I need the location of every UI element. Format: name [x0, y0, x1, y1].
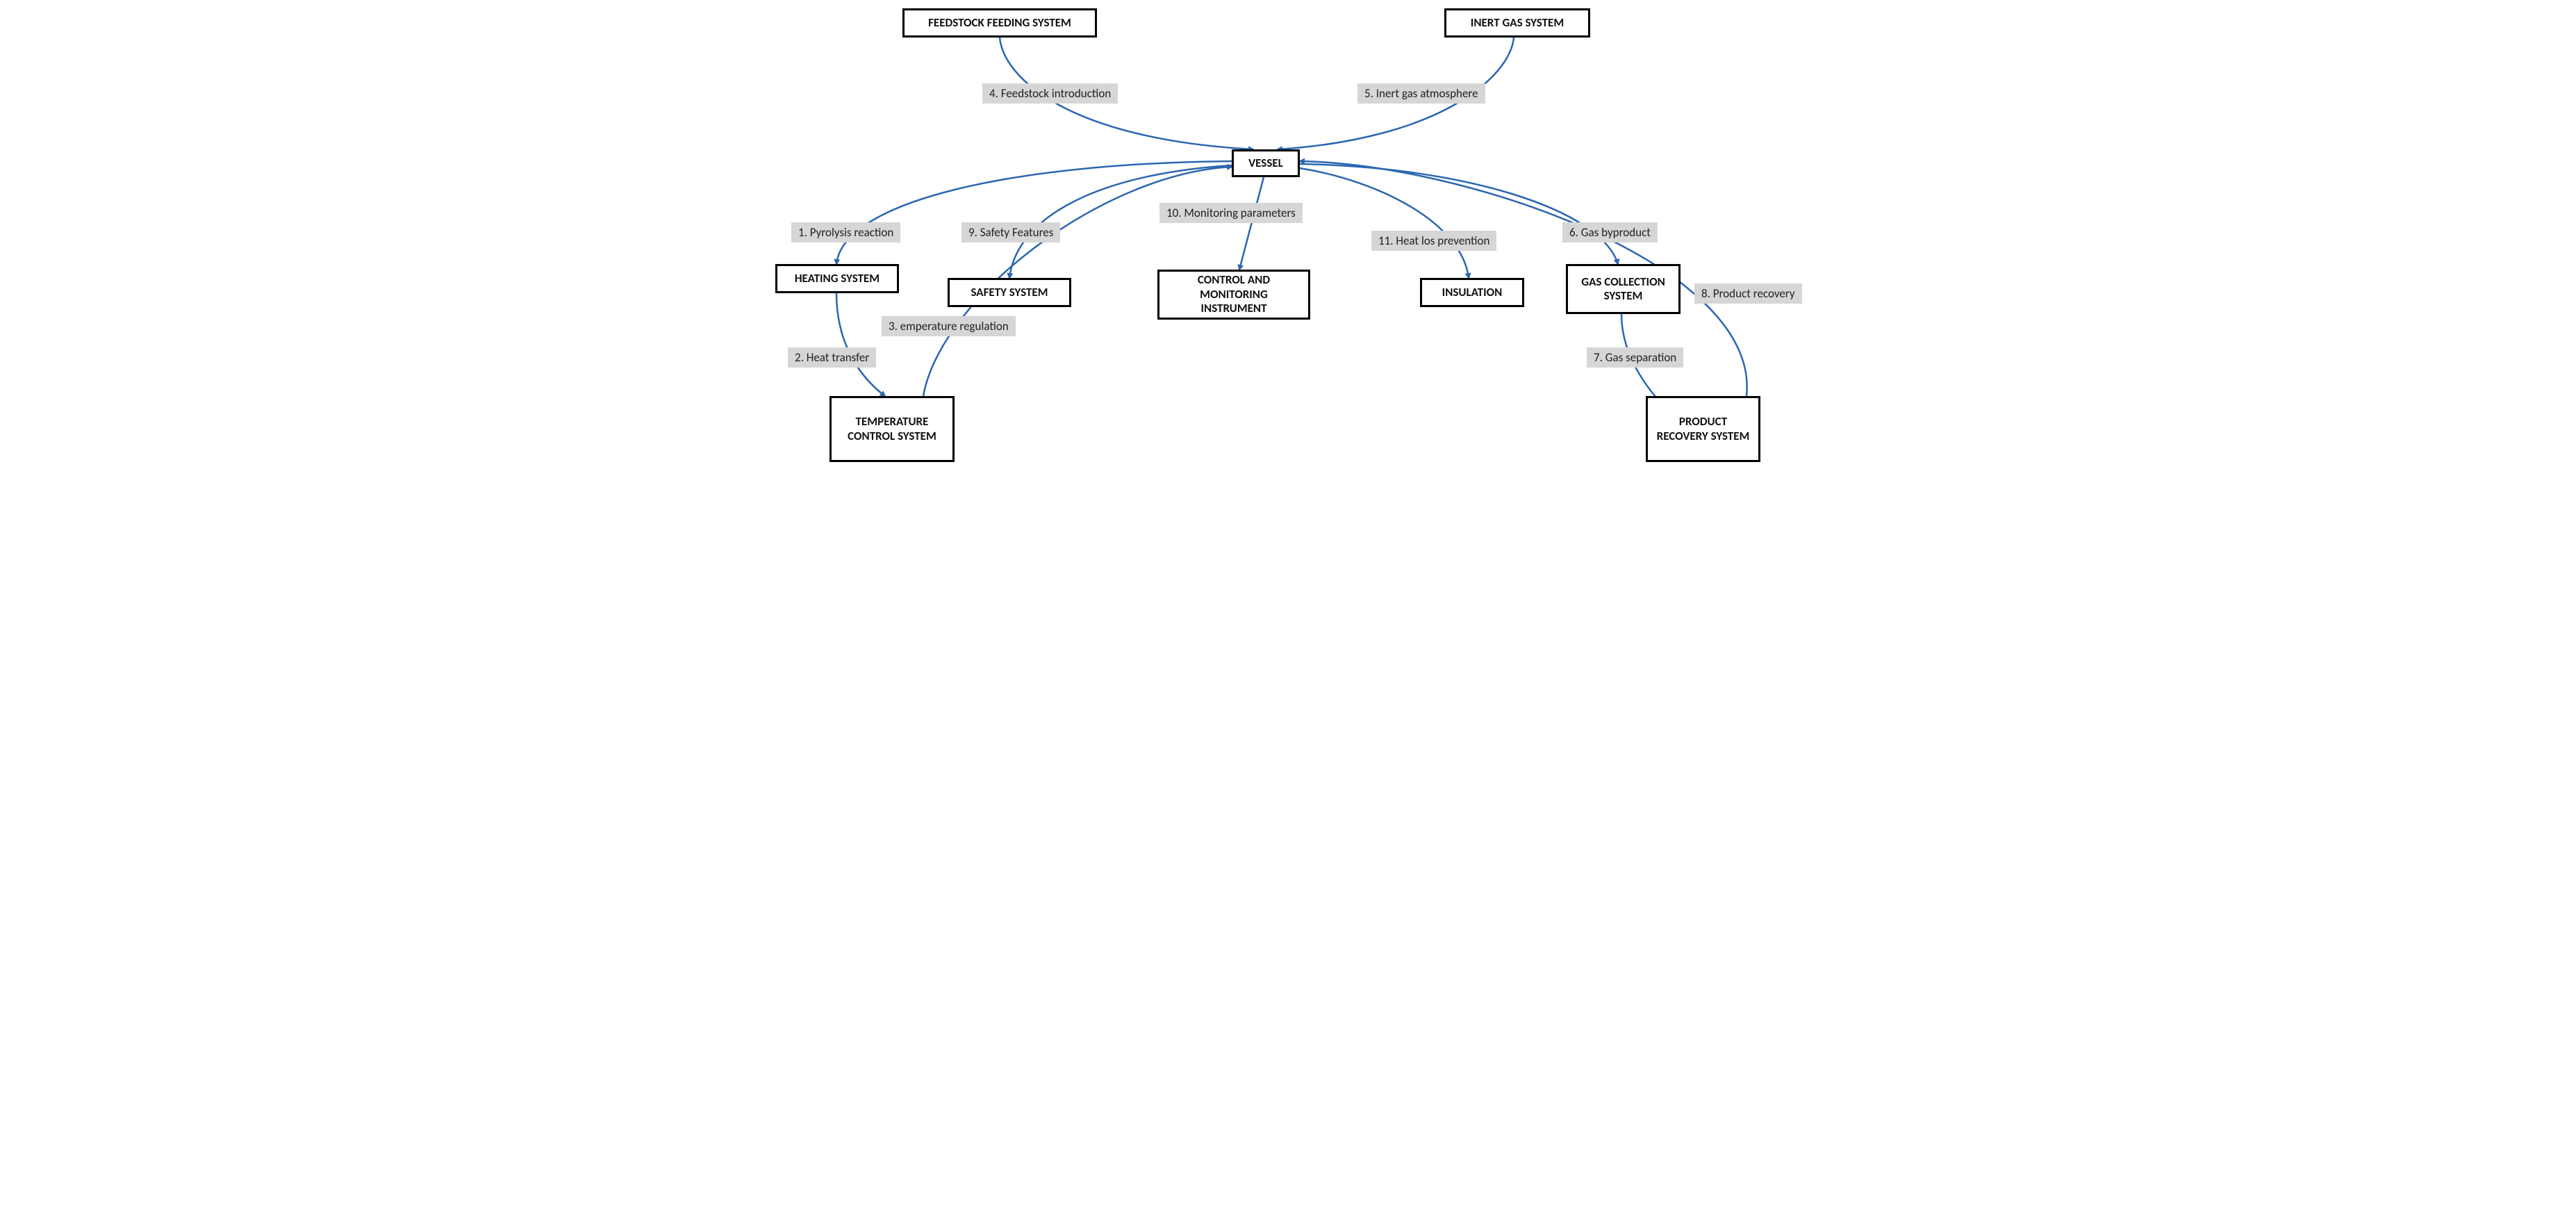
node-gascoll: GAS COLLECTION SYSTEM	[1566, 264, 1681, 314]
node-vessel: VESSEL	[1232, 149, 1300, 177]
node-control: CONTROL AND MONITORING INSTRUMENT	[1157, 270, 1310, 320]
edge-label-e2: 2. Heat transfer	[788, 347, 876, 368]
node-inertgas: INERT GAS SYSTEM	[1444, 8, 1590, 38]
edge-label-e7: 7. Gas separation	[1587, 347, 1683, 368]
node-prodrec: PRODUCT RECOVERY SYSTEM	[1646, 396, 1760, 462]
edge-label-e10: 10. Monitoring parameters	[1159, 203, 1303, 223]
edge-label-e5: 5. Inert gas atmosphere	[1357, 83, 1485, 104]
node-insulation: INSULATION	[1420, 278, 1524, 307]
edge-e2	[836, 293, 885, 396]
edge-label-e4: 4. Feedstock introduction	[982, 83, 1118, 104]
edge-label-e6: 6. Gas byproduct	[1562, 222, 1658, 242]
diagram-canvas: FEEDSTOCK FEEDING SYSTEM INERT GAS SYSTEM…	[767, 0, 1809, 493]
node-feedstock: FEEDSTOCK FEEDING SYSTEM	[902, 8, 1097, 38]
edge-label-e11: 11. Heat los prevention	[1371, 231, 1496, 251]
node-safety: SAFETY SYSTEM	[948, 278, 1071, 307]
node-heating: HEATING SYSTEM	[775, 264, 899, 293]
edge-e10	[1239, 177, 1264, 270]
edge-label-e3: 3. emperature regulation	[882, 316, 1016, 336]
edge-label-e8: 8. Product recovery	[1694, 283, 1802, 304]
node-tempctrl: TEMPERATURE CONTROL SYSTEM	[829, 396, 955, 462]
edge-e11	[1300, 168, 1469, 278]
edge-label-e9: 9. Safety Features	[961, 222, 1060, 242]
edge-label-e1: 1. Pyrolysis reaction	[791, 222, 900, 242]
